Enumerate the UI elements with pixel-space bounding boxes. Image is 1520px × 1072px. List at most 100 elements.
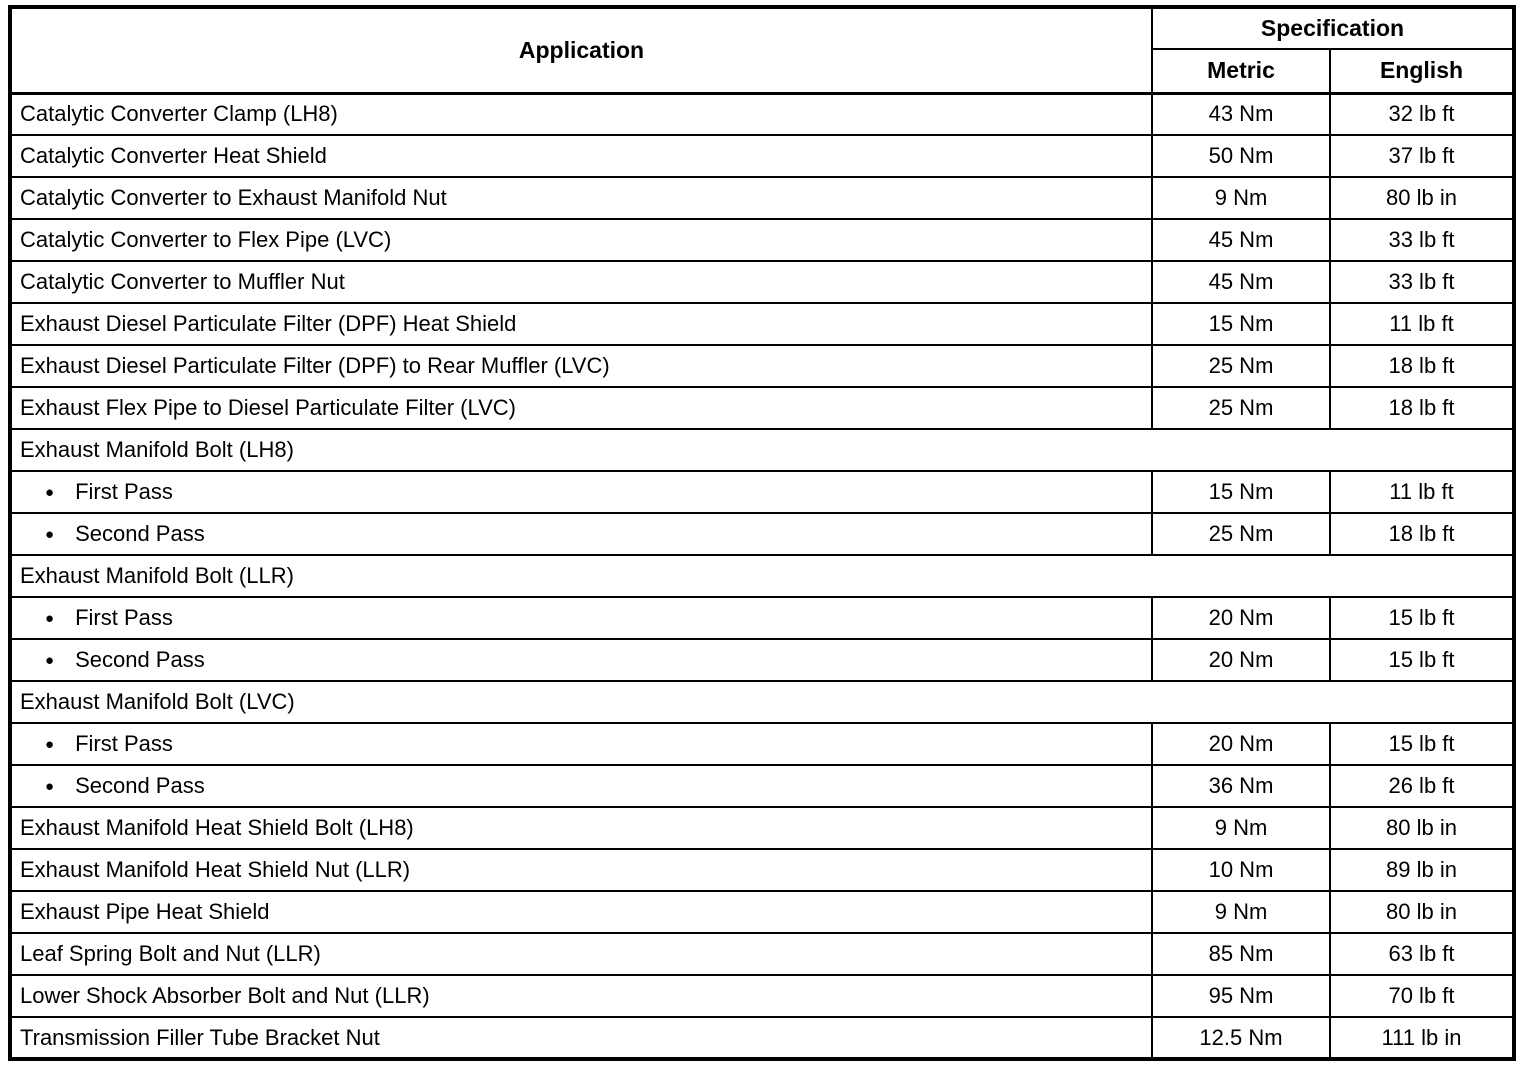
table-row: Catalytic Converter to Exhaust Manifold … (9, 176, 1515, 220)
english-value-cell: 18 lb ft (1329, 512, 1515, 556)
application-cell: ● First Pass (9, 470, 1153, 514)
english-value-cell: 33 lb ft (1329, 260, 1515, 304)
table-row: Exhaust Diesel Particulate Filter (DPF) … (9, 302, 1515, 346)
metric-value-cell: 9 Nm (1151, 806, 1331, 850)
table-row: Exhaust Flex Pipe to Diesel Particulate … (9, 386, 1515, 430)
metric-value-cell: 20 Nm (1151, 638, 1331, 682)
application-cell: ● Second Pass (9, 638, 1153, 682)
table-row: Exhaust Manifold Heat Shield Bolt (LH8) 9… (9, 806, 1515, 850)
application-cell: Exhaust Manifold Heat Shield Nut (LLR) (9, 848, 1153, 892)
english-value-cell: 26 lb ft (1329, 764, 1515, 808)
table-row: Transmission Filler Tube Bracket Nut 12.5… (9, 1016, 1515, 1060)
metric-value-cell: 25 Nm (1151, 344, 1331, 388)
english-value-cell: 89 lb in (1329, 848, 1515, 892)
metric-value-cell: 25 Nm (1151, 512, 1331, 556)
metric-value-cell: 85 Nm (1151, 932, 1331, 976)
table-header: Application Specification Metric English (9, 6, 1515, 94)
table-row: Catalytic Converter to Muffler Nut 45 Nm 3… (9, 260, 1515, 304)
application-cell: Exhaust Diesel Particulate Filter (DPF) … (9, 302, 1153, 346)
table-row: Exhaust Manifold Bolt (LLR) (9, 554, 1515, 598)
metric-value-cell: 50 Nm (1151, 134, 1331, 178)
metric-value-cell: 95 Nm (1151, 974, 1331, 1018)
english-value-cell: 32 lb ft (1329, 92, 1515, 136)
metric-value-cell: 36 Nm (1151, 764, 1331, 808)
english-value-cell: 80 lb in (1329, 176, 1515, 220)
application-label: Second Pass (75, 647, 205, 672)
english-value-cell: 15 lb ft (1329, 722, 1515, 766)
metric-value-cell: 12.5 Nm (1151, 1016, 1331, 1060)
table-body: Catalytic Converter Clamp (LH8) 43 Nm 32 l… (9, 92, 1515, 1060)
table-row: Exhaust Manifold Bolt (LH8) (9, 428, 1515, 472)
table-row: ● First Pass 15 Nm 11 lb ft (9, 470, 1515, 514)
metric-value-cell: 20 Nm (1151, 596, 1331, 640)
application-cell: Exhaust Flex Pipe to Diesel Particulate … (9, 386, 1153, 430)
metric-value-cell: 9 Nm (1151, 176, 1331, 220)
metric-value-cell: 25 Nm (1151, 386, 1331, 430)
table-row: Exhaust Pipe Heat Shield 9 Nm 80 lb in (9, 890, 1515, 934)
table-row: Lower Shock Absorber Bolt and Nut (LLR) 9… (9, 974, 1515, 1018)
english-value-cell: 11 lb ft (1329, 302, 1515, 346)
application-label: First Pass (75, 479, 173, 504)
application-cell: Exhaust Manifold Heat Shield Bolt (LH8) (9, 806, 1153, 850)
english-value-cell: 63 lb ft (1329, 932, 1515, 976)
application-cell: ● Second Pass (9, 512, 1153, 556)
metric-value-cell: 20 Nm (1151, 722, 1331, 766)
bullet-icon: ● (45, 652, 55, 669)
column-header-english: English (1329, 48, 1515, 94)
metric-value-cell: 10 Nm (1151, 848, 1331, 892)
bullet-icon: ● (45, 526, 55, 543)
application-cell: Transmission Filler Tube Bracket Nut (9, 1016, 1153, 1060)
application-cell: Exhaust Manifold Bolt (LVC) (9, 680, 1515, 724)
english-value-cell: 15 lb ft (1329, 596, 1515, 640)
application-cell: Lower Shock Absorber Bolt and Nut (LLR) (9, 974, 1153, 1018)
application-label: Second Pass (75, 773, 205, 798)
application-cell: Catalytic Converter to Flex Pipe (LVC) (9, 218, 1153, 262)
english-value-cell: 111 lb in (1329, 1016, 1515, 1060)
table-row: ● Second Pass 20 Nm 15 lb ft (9, 638, 1515, 682)
table-row: Exhaust Diesel Particulate Filter (DPF) … (9, 344, 1515, 388)
bullet-icon: ● (45, 736, 55, 753)
table-row: Exhaust Manifold Heat Shield Nut (LLR) 10… (9, 848, 1515, 892)
header-row-top: Application Specification (9, 6, 1515, 94)
english-value-cell: 37 lb ft (1329, 134, 1515, 178)
bullet-icon: ● (45, 778, 55, 795)
english-value-cell: 11 lb ft (1329, 470, 1515, 514)
application-cell: Exhaust Diesel Particulate Filter (DPF) … (9, 344, 1153, 388)
column-header-application: Application (9, 6, 1153, 94)
english-value-cell: 80 lb in (1329, 890, 1515, 934)
application-cell: Catalytic Converter Heat Shield (9, 134, 1153, 178)
application-cell: Catalytic Converter to Exhaust Manifold … (9, 176, 1153, 220)
table-row: Leaf Spring Bolt and Nut (LLR) 85 Nm 63 lb… (9, 932, 1515, 976)
header-row-sub: Metric English (10, 48, 1515, 94)
application-label: First Pass (75, 605, 173, 630)
application-label: Second Pass (75, 521, 205, 546)
application-cell: Exhaust Manifold Bolt (LLR) (9, 554, 1515, 598)
application-cell: ● First Pass (9, 722, 1153, 766)
column-header-specification: Specification (1151, 6, 1515, 50)
application-cell: Catalytic Converter to Muffler Nut (9, 260, 1153, 304)
table-row: Catalytic Converter Heat Shield 50 Nm 37 l… (9, 134, 1515, 178)
application-label: First Pass (75, 731, 173, 756)
english-value-cell: 18 lb ft (1329, 344, 1515, 388)
application-cell: ● Second Pass (9, 764, 1153, 808)
torque-specification-document: Application Specification Metric English… (8, 5, 1516, 1061)
fastener-tightening-specifications-table: Application Specification Metric English… (8, 5, 1516, 1061)
table-row: ● First Pass 20 Nm 15 lb ft (9, 596, 1515, 640)
metric-value-cell: 15 Nm (1151, 470, 1331, 514)
english-value-cell: 15 lb ft (1329, 638, 1515, 682)
metric-value-cell: 45 Nm (1151, 218, 1331, 262)
column-header-metric: Metric (1151, 48, 1331, 94)
table-row: Catalytic Converter Clamp (LH8) 43 Nm 32 l… (9, 92, 1515, 136)
table-row: ● Second Pass 25 Nm 18 lb ft (9, 512, 1515, 556)
english-value-cell: 33 lb ft (1329, 218, 1515, 262)
english-value-cell: 18 lb ft (1329, 386, 1515, 430)
table-row: Catalytic Converter to Flex Pipe (LVC) 45… (9, 218, 1515, 262)
application-cell: Leaf Spring Bolt and Nut (LLR) (9, 932, 1153, 976)
english-value-cell: 80 lb in (1329, 806, 1515, 850)
table-row: Exhaust Manifold Bolt (LVC) (9, 680, 1515, 724)
table-row: ● Second Pass 36 Nm 26 lb ft (9, 764, 1515, 808)
table-row: ● First Pass 20 Nm 15 lb ft (9, 722, 1515, 766)
application-cell: Catalytic Converter Clamp (LH8) (9, 92, 1153, 136)
metric-value-cell: 15 Nm (1151, 302, 1331, 346)
application-cell: Exhaust Manifold Bolt (LH8) (9, 428, 1515, 472)
